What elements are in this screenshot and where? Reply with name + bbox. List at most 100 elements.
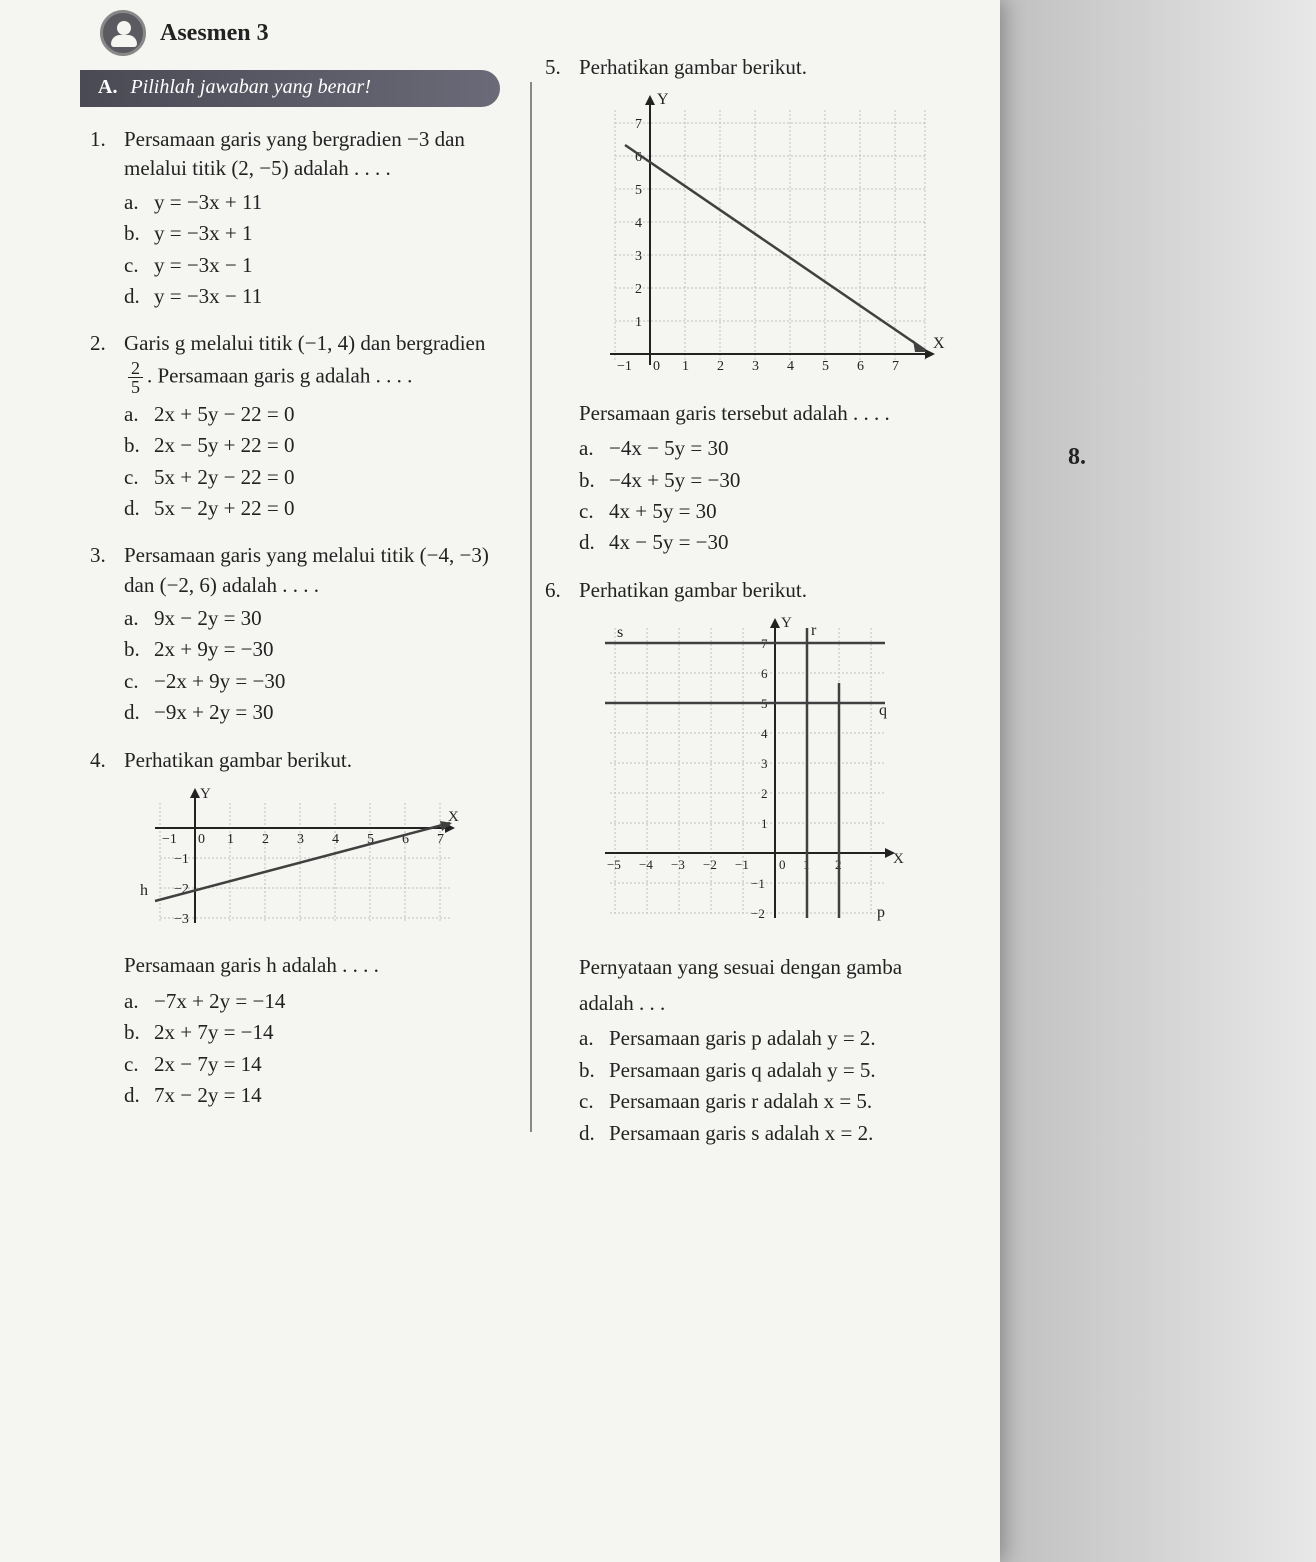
question-number: 5. [545,53,579,560]
question-text: Persamaan garis yang melalui titik (−4, … [124,541,525,570]
svg-text:q: q [879,702,887,719]
svg-text:−1: −1 [735,857,749,872]
option-text: 2x + 9y = −30 [154,635,274,664]
option-text: −9x + 2y = 30 [154,698,274,727]
option-letter: d. [124,282,154,311]
svg-text:1: 1 [227,832,234,847]
option-text: −4x − 5y = 30 [609,434,729,463]
option-letter: a. [579,434,609,463]
option-letter: a. [124,604,154,633]
svg-text:−5: −5 [607,857,621,872]
option-text: 4x + 5y = 30 [609,497,717,526]
question-text: Perhatikan gambar berikut. [124,746,525,775]
svg-text:2: 2 [262,832,269,847]
svg-text:4: 4 [635,216,642,231]
svg-text:0: 0 [653,359,660,374]
svg-text:7: 7 [635,117,642,132]
option-text: 2x + 7y = −14 [154,1018,274,1047]
option-text: 5x − 2y + 22 = 0 [154,494,295,523]
option-text: 5x + 2y − 22 = 0 [154,463,295,492]
option-text: 2x − 7y = 14 [154,1050,262,1079]
svg-text:7: 7 [892,359,899,374]
svg-text:h: h [140,882,148,899]
option-text: 7x − 2y = 14 [154,1081,262,1110]
option-text: Persamaan garis p adalah y = 2. [609,1024,876,1053]
option-letter: b. [579,466,609,495]
question-3: 3. Persamaan garis yang melalui titik (−… [90,541,525,729]
svg-text:4: 4 [787,359,794,374]
question-text: Perhatikan gambar berikut. [579,53,980,82]
option-text: Persamaan garis s adalah x = 2. [609,1119,873,1148]
option-letter: c. [124,463,154,492]
option-text: −2x + 9y = −30 [154,667,285,696]
question-number: 6. [545,576,579,1150]
option-text: 9x − 2y = 30 [154,604,262,633]
svg-text:2: 2 [635,282,642,297]
option-letter: d. [124,494,154,523]
option-letter: c. [124,1050,154,1079]
question-number: 1. [90,125,124,313]
svg-text:1: 1 [761,816,768,831]
q5-graph: Y X −10 12 34 56 7 12 34 56 7 [585,90,980,388]
option-letter: b. [124,219,154,248]
left-column: 1. Persamaan garis yang bergradien −3 da… [90,125,525,1166]
option-text: y = −3x − 1 [154,251,253,280]
svg-text:0: 0 [198,832,205,847]
option-letter: d. [579,1119,609,1148]
question-4: 4. Perhatikan gambar berikut. [90,746,525,1113]
svg-text:−3: −3 [174,912,189,927]
svg-text:1: 1 [682,359,689,374]
svg-text:6: 6 [761,666,768,681]
svg-text:3: 3 [752,359,759,374]
q6-statement-line1: Pernyataan yang sesuai dengan gamba [579,952,980,982]
svg-text:−2: −2 [703,857,717,872]
option-text: y = −3x + 1 [154,219,253,248]
question-text: melalui titik (2, −5) adalah . . . . [124,154,525,183]
svg-text:Y: Y [657,91,669,108]
option-letter: c. [124,251,154,280]
option-letter: b. [579,1056,609,1085]
svg-text:−2: −2 [751,906,765,921]
option-letter: c. [579,497,609,526]
section-letter: A. [98,76,117,98]
svg-text:3: 3 [635,249,642,264]
textbook-page: Asesmen 3 A. Pilihlah jawaban yang benar… [0,0,1000,1562]
svg-text:−1: −1 [617,359,632,374]
fraction: 2 5 [128,359,143,396]
option-letter: a. [124,400,154,429]
question-text: 2 5 . Persamaan garis g adalah . . . . [124,359,525,396]
q6-graph: Y X −5−4 −3−2 −10 12 12 34 56 7 [585,613,980,941]
question-1: 1. Persamaan garis yang bergradien −3 da… [90,125,525,313]
question-text: Persamaan garis yang bergradien −3 dan [124,125,525,154]
q5-statement: Persamaan garis tersebut adalah . . . . [579,399,980,428]
svg-text:r: r [811,622,817,639]
right-column: 5. Perhatikan gambar berikut. [545,53,980,1166]
section-a-bar: A. Pilihlah jawaban yang benar! [80,70,500,107]
svg-text:p: p [877,904,885,921]
option-letter: a. [124,987,154,1016]
question-5: 5. Perhatikan gambar berikut. [545,53,980,560]
assessment-title: Asesmen 3 [160,20,269,47]
option-letter: c. [579,1087,609,1116]
svg-text:7: 7 [437,832,444,847]
option-letter: d. [124,698,154,727]
q4-statement: Persamaan garis h adalah . . . . [124,951,525,980]
option-letter: a. [579,1024,609,1053]
facing-page-edge [1000,0,1316,1562]
person-badge-icon [100,10,146,56]
option-text: y = −3x − 11 [154,282,262,311]
option-letter: c. [124,667,154,696]
option-letter: a. [124,188,154,217]
svg-text:−1: −1 [174,852,189,867]
section-instruction: Pilihlah jawaban yang benar! [130,76,371,98]
svg-text:−3: −3 [671,857,685,872]
option-letter: d. [124,1081,154,1110]
question-text: Garis g melalui titik (−1, 4) dan bergra… [124,329,525,358]
svg-text:s: s [617,624,623,641]
option-text: −4x + 5y = −30 [609,466,740,495]
option-text: Persamaan garis q adalah y = 5. [609,1056,876,1085]
svg-text:3: 3 [761,756,768,771]
option-letter: b. [124,431,154,460]
svg-text:Y: Y [781,615,792,631]
svg-text:−1: −1 [751,876,765,891]
